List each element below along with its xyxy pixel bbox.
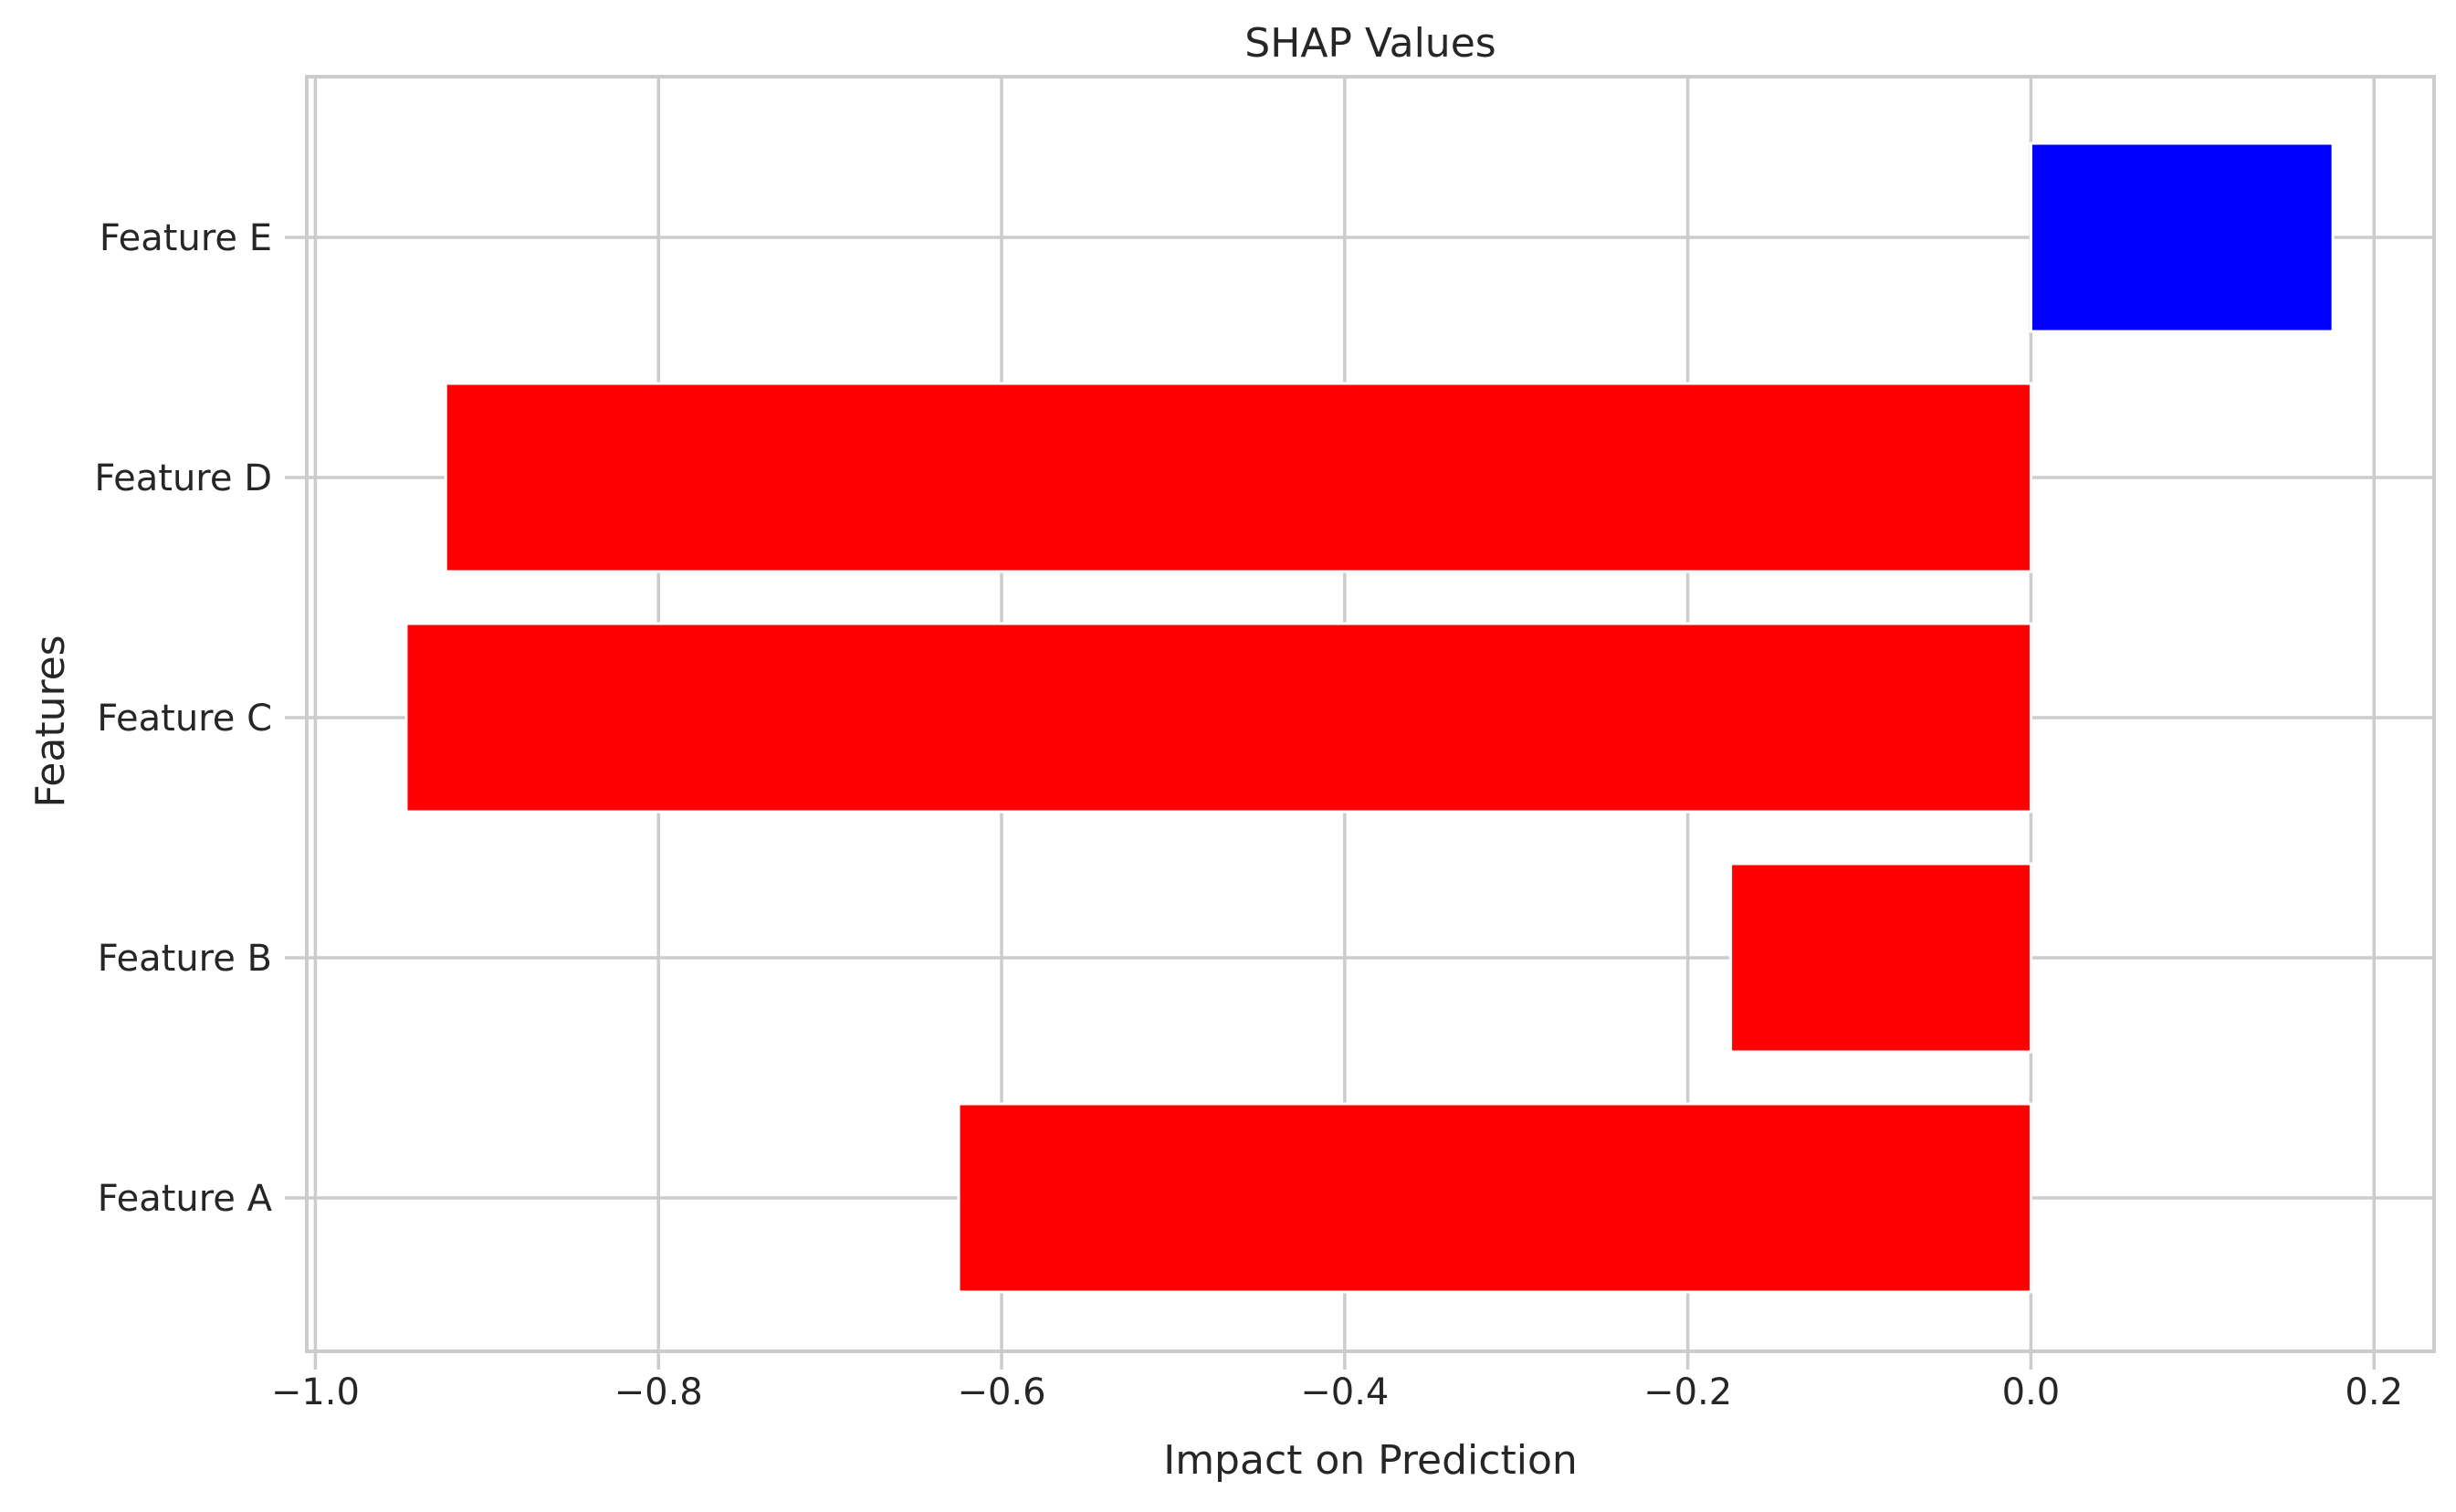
x-tick-label: −0.4 <box>1300 1371 1389 1413</box>
bar-feature-c <box>404 622 2032 814</box>
y-axis-label: Features <box>27 635 74 807</box>
x-tick-label: −1.0 <box>271 1371 360 1413</box>
chart-title: SHAP Values <box>1244 20 1496 67</box>
x-tick-label: 0.0 <box>2002 1371 2061 1413</box>
x-tick-label: −0.8 <box>614 1371 703 1413</box>
x-tick-label: 0.2 <box>2345 1371 2403 1413</box>
y-tick-label: Feature A <box>98 1178 273 1220</box>
y-tick-label: Feature D <box>94 457 272 499</box>
x-tick-label: −0.2 <box>1643 1371 1732 1413</box>
bar-feature-a <box>957 1102 2032 1294</box>
plot-frame <box>305 75 2436 1353</box>
x-tick-label: −0.6 <box>957 1371 1045 1413</box>
bar-feature-d <box>444 382 2032 573</box>
bar-feature-b <box>1729 862 2032 1054</box>
bar-layer <box>404 142 2335 1294</box>
y-tick-label: Feature E <box>100 217 272 259</box>
y-tick-label: Feature C <box>97 698 272 740</box>
tick-layer: −1.0 −0.8 −0.6 −0.4 −0.2 0.0 0.2 Feature A Featu… <box>94 217 2403 1413</box>
y-tick-label: Feature B <box>98 938 272 980</box>
x-axis-label: Impact on Prediction <box>1163 1437 1578 1484</box>
bar-feature-e <box>2029 142 2335 333</box>
